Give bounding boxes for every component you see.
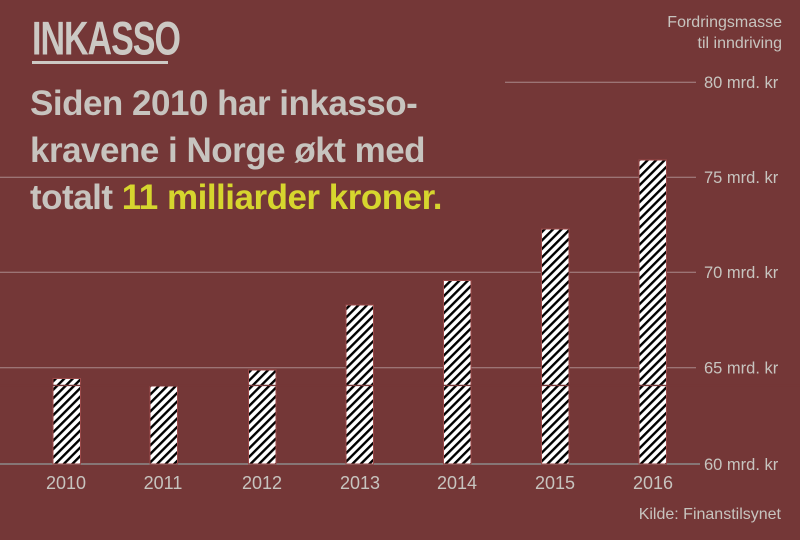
svg-text:2014: 2014 xyxy=(437,473,477,493)
svg-text:2016: 2016 xyxy=(633,473,673,493)
svg-text:60 mrd. kr: 60 mrd. kr xyxy=(704,456,779,474)
svg-text:65 mrd. kr: 65 mrd. kr xyxy=(704,360,779,378)
svg-text:2013: 2013 xyxy=(340,473,380,493)
svg-text:2012: 2012 xyxy=(242,473,282,493)
svg-text:2015: 2015 xyxy=(535,473,575,493)
svg-text:2010: 2010 xyxy=(46,473,86,493)
svg-text:75 mrd. kr: 75 mrd. kr xyxy=(704,169,779,187)
svg-text:Kilde: Finanstilsynet: Kilde: Finanstilsynet xyxy=(639,506,782,523)
svg-text:2011: 2011 xyxy=(144,473,183,493)
svg-text:70 mrd. kr: 70 mrd. kr xyxy=(704,264,779,282)
svg-text:80 mrd. kr: 80 mrd. kr xyxy=(704,74,779,92)
